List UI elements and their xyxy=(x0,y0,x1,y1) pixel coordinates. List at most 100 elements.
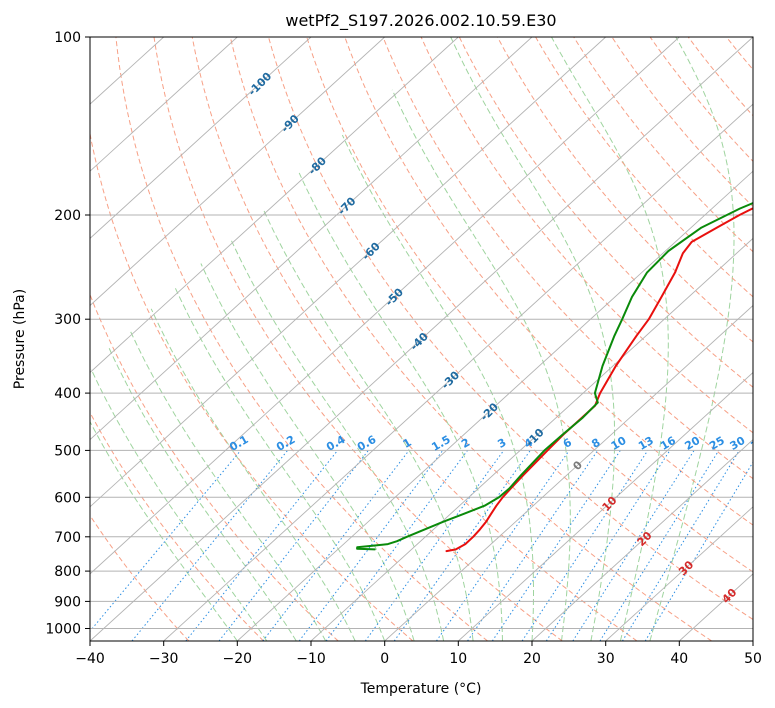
y-tick-label: 900 xyxy=(54,594,81,610)
plot-frame xyxy=(89,36,754,642)
dry-adiabat xyxy=(344,37,753,526)
isotherm-line xyxy=(90,37,680,575)
dry-adiabat xyxy=(115,37,488,641)
dry-adiabat xyxy=(382,37,753,480)
mixing-ratio-label: 3 xyxy=(495,436,508,451)
y-tick-label: 400 xyxy=(54,386,81,402)
y-tick-label: 300 xyxy=(54,312,81,328)
y-tick-label: 1000 xyxy=(45,622,81,638)
profile-series xyxy=(356,202,753,553)
mixing-ratio-line xyxy=(185,450,338,641)
moist-adiabat xyxy=(298,172,503,641)
mixing-ratio-line xyxy=(364,450,505,641)
moist-adiabat xyxy=(150,308,356,641)
isotherm-line xyxy=(457,371,753,641)
y-axis-ticks: 1000 900 800 700 600 500 400 300 200 100 xyxy=(45,30,90,638)
dry-adiabat xyxy=(687,37,753,117)
isotherm-line xyxy=(90,37,753,641)
moist-adiabat xyxy=(450,37,616,641)
mixing-ratio-line xyxy=(644,461,753,641)
dry-adiabat xyxy=(496,37,753,343)
moist-adiabat xyxy=(649,37,735,641)
plot-area: 0.1 0.2 0.4 0.6 1 1.5 2 3 4 6 8 10 13 16 20 25 30 36 -100… xyxy=(90,37,775,641)
isotherm-line xyxy=(90,37,386,307)
x-tick-label: −10 xyxy=(296,651,326,667)
dry-adiabat xyxy=(726,37,753,71)
moist-adiabat xyxy=(231,240,445,641)
dry-adiabat xyxy=(649,37,753,163)
dry-adiabat xyxy=(535,37,753,298)
x-tick-label: 0 xyxy=(380,651,389,667)
mixing-ratio-line xyxy=(545,450,671,641)
dry-adiabat xyxy=(611,37,753,208)
dry-adiabat xyxy=(306,37,753,573)
x-axis-ticks: −40 −30 −20 −10 0 10 20 30 40 50 xyxy=(75,641,762,667)
moist-adiabat xyxy=(90,368,268,641)
mixing-ratio-label: 36 xyxy=(748,434,768,453)
y-tick-label: 200 xyxy=(54,208,81,224)
dry-adiabat xyxy=(458,37,753,388)
y-tick-label: 700 xyxy=(54,530,81,546)
mixing-ratio-line xyxy=(435,450,570,641)
mixing-ratio-line xyxy=(218,450,369,641)
mixing-ratio-label: 8 xyxy=(589,436,602,451)
isotherm-line xyxy=(310,237,753,641)
y-tick-label: 800 xyxy=(54,564,81,580)
x-tick-label: 50 xyxy=(744,651,762,667)
mixing-ratio-line xyxy=(325,450,468,641)
dry-adiabat xyxy=(765,37,775,641)
mixing-ratio-line xyxy=(467,450,599,641)
mixing-ratio-line xyxy=(572,450,695,641)
dry-adiabat xyxy=(90,411,264,641)
mixing-ratio-line xyxy=(131,450,288,641)
x-tick-label: −20 xyxy=(223,651,253,667)
isotherm-line xyxy=(163,103,753,641)
dry-adiabat xyxy=(90,131,414,641)
isotherm-line xyxy=(236,170,753,641)
x-tick-label: 20 xyxy=(523,651,541,667)
dry-adiabat xyxy=(268,37,753,621)
temperature-profile-line xyxy=(445,207,753,553)
mixing-ratio-line xyxy=(90,450,242,632)
dewpoint-profile-line xyxy=(356,202,753,551)
isotherm-grid xyxy=(90,37,753,641)
chart-title: wetPf2_S197.2026.002.10.59.E30 xyxy=(285,11,556,31)
x-tick-label: 40 xyxy=(670,651,688,667)
isobar-grid xyxy=(90,37,753,629)
mixing-ratio-label: 6 xyxy=(561,436,574,451)
x-tick-label: −30 xyxy=(149,651,179,667)
moist-adiabat xyxy=(173,285,386,641)
x-tick-label: −40 xyxy=(75,651,105,667)
moist-adiabat xyxy=(200,263,415,641)
isotherm-line xyxy=(605,506,753,641)
isotherm-line xyxy=(90,37,533,441)
mixing-ratio-line xyxy=(599,450,720,641)
isotherm-line xyxy=(90,37,238,172)
dry-adiabat xyxy=(191,37,638,641)
dry-adiabat xyxy=(90,293,339,641)
moist-adiabat xyxy=(90,420,238,641)
y-tick-label: 500 xyxy=(54,443,81,459)
dry-adiabat xyxy=(90,514,190,641)
x-tick-label: 30 xyxy=(597,651,615,667)
moist-adiabat xyxy=(263,210,474,641)
isotherm-line xyxy=(752,640,753,641)
x-axis-label: Temperature (°C) xyxy=(360,681,482,697)
mixing-ratio-line xyxy=(262,450,410,641)
moist-adiabat xyxy=(341,134,534,641)
x-tick-label: 10 xyxy=(449,651,467,667)
moist-adiabat xyxy=(107,346,297,641)
isotherm-line xyxy=(90,37,607,508)
isotherm-line xyxy=(384,304,753,641)
mixing-ratio-line xyxy=(621,450,740,641)
dry-adiabat xyxy=(229,37,712,641)
moist-adiabat xyxy=(391,89,571,641)
moist-adiabats xyxy=(90,37,735,641)
mixing-ratio-line xyxy=(491,450,621,641)
dry-adiabat xyxy=(573,37,753,253)
y-tick-label: 600 xyxy=(54,490,81,506)
isotherm-line xyxy=(90,37,459,374)
moist-adiabat xyxy=(130,331,327,641)
